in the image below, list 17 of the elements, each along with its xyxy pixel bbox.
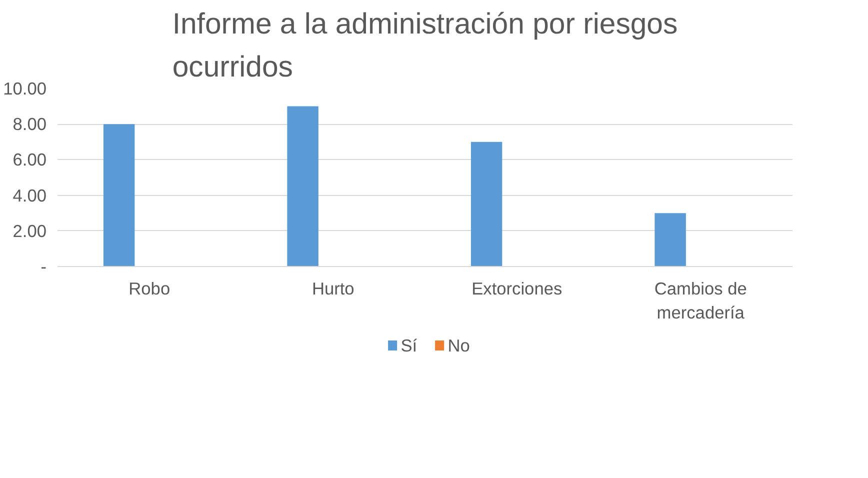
bar: [287, 106, 318, 266]
bar: [470, 142, 502, 266]
y-tick-label: 4.00: [12, 185, 47, 206]
y-tick-label: 2.00: [12, 220, 47, 241]
bar: [103, 124, 135, 266]
x-tick-label: Cambios de mercadería: [654, 278, 747, 322]
legend-label: Sí: [400, 336, 418, 356]
y-tick-label: -: [40, 256, 47, 276]
legend-label: No: [448, 336, 470, 356]
x-tick-label: Robo: [128, 278, 170, 298]
x-tick-label: Hurto: [312, 278, 354, 298]
bar: [654, 213, 686, 266]
chart-title: Informe a la administración por riesgos ocurridos: [172, 8, 678, 84]
y-tick-label: 6.00: [12, 150, 47, 170]
x-tick-label: Extorciones: [472, 278, 562, 298]
y-tick-label: 10.00: [3, 78, 47, 98]
y-tick-label: 8.00: [12, 114, 47, 134]
